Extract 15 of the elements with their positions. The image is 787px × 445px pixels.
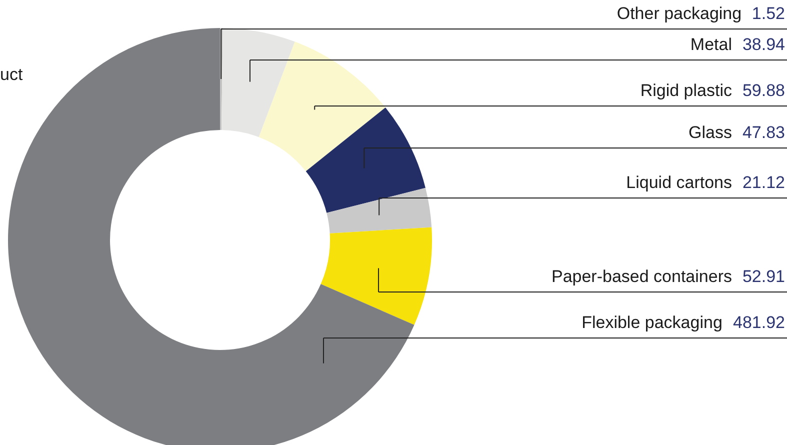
slice-label: Other packaging: [616, 4, 742, 23]
slice-label: Glass: [688, 123, 732, 142]
data-label: 481.92: [733, 313, 785, 332]
slice-label: Paper-based containers: [551, 267, 732, 286]
slice-label: Metal: [690, 35, 732, 54]
data-label: 21.12: [742, 173, 785, 192]
slice-label: Flexible packaging: [582, 313, 722, 332]
data-label: 38.94: [742, 35, 785, 54]
text: uct: [0, 65, 23, 84]
data-label: 47.83: [742, 123, 785, 142]
slice-label: Liquid cartons: [626, 173, 732, 192]
data-label: 52.91: [742, 267, 785, 286]
data-label: 1.52: [752, 4, 785, 23]
data-label: 59.88: [742, 81, 785, 100]
slice-label: Rigid plastic: [640, 81, 732, 100]
